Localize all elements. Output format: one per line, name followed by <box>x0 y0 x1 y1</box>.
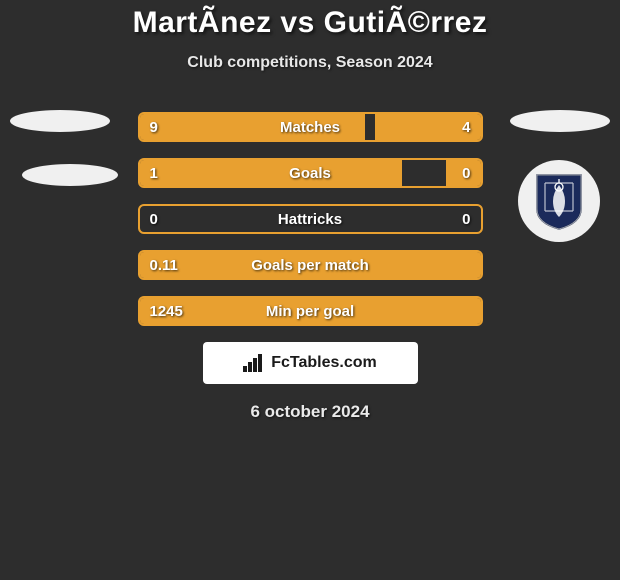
watermark: FcTables.com <box>203 342 418 384</box>
stat-label: Min per goal <box>140 298 481 324</box>
subtitle: Club competitions, Season 2024 <box>0 54 620 72</box>
team-logo-left-2 <box>22 164 118 186</box>
stat-value-right: 0 <box>462 206 470 232</box>
stat-row: Matches9 4 <box>138 112 483 142</box>
stat-label: Matches <box>140 114 481 140</box>
shield-icon <box>533 171 585 231</box>
stat-bar: Goals per match0.11 <box>138 250 483 280</box>
page-title: MartÃ­nez vs GutiÃ©rrez <box>0 6 620 40</box>
stat-label: Goals <box>140 160 481 186</box>
stat-bar: Matches9 4 <box>138 112 483 142</box>
team-logo-right-badge <box>518 160 600 242</box>
team-logo-left-1 <box>10 110 110 132</box>
stat-bar: Min per goal1245 <box>138 296 483 326</box>
stat-value-left: 0 <box>150 206 158 232</box>
comparison-infographic: MartÃ­nez vs GutiÃ©rrez Club competition… <box>0 0 620 422</box>
stat-bar: Goals1 0 <box>138 158 483 188</box>
stat-bar: Hattricks0 0 <box>138 204 483 234</box>
stat-value-left: 1 <box>150 160 158 186</box>
stat-row: Goals1 0 <box>138 158 483 188</box>
watermark-text: FcTables.com <box>271 354 377 372</box>
date-text: 6 october 2024 <box>0 402 620 422</box>
team-logo-right-1 <box>510 110 610 132</box>
bar-chart-icon <box>243 354 265 372</box>
stat-value-left: 0.11 <box>150 252 178 278</box>
stat-label: Hattricks <box>140 206 481 232</box>
stat-value-right: 0 <box>462 160 470 186</box>
stat-row: Min per goal1245 <box>138 296 483 326</box>
stat-row: Hattricks0 0 <box>138 204 483 234</box>
stat-label: Goals per match <box>140 252 481 278</box>
stat-row: Goals per match0.11 <box>138 250 483 280</box>
stat-value-right: 4 <box>462 114 470 140</box>
stat-value-left: 1245 <box>150 298 183 324</box>
stat-value-left: 9 <box>150 114 158 140</box>
rows-area: Matches94Goals10Hattricks00Goals per mat… <box>0 112 620 326</box>
